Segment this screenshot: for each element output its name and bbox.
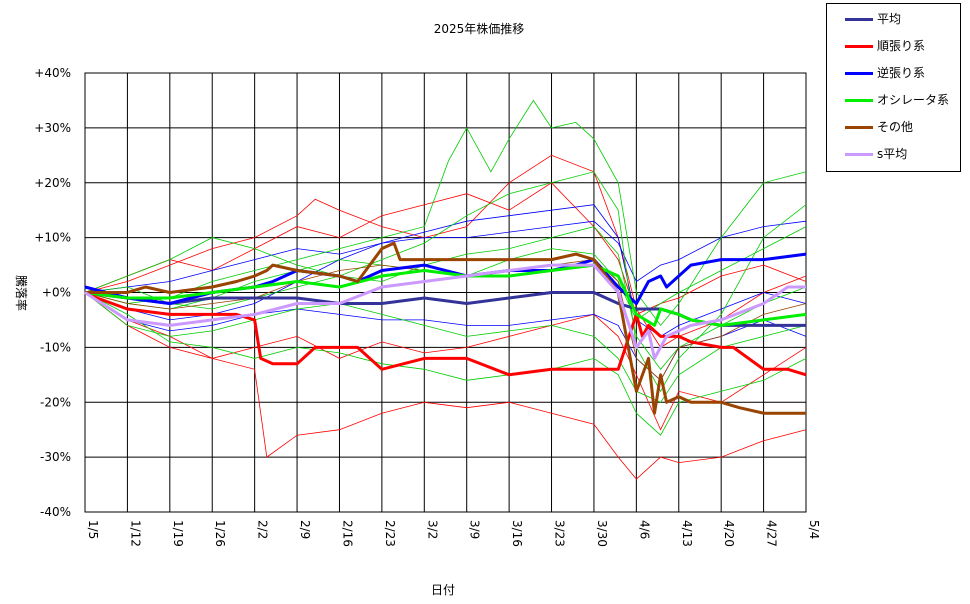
x-axis-ticks: 1/5 1/12 1/19 1/26 2/2 2/9 2/16 2/23 3/2 3/9 3/16 3… bbox=[86, 520, 821, 547]
strategy-line bbox=[84, 220, 807, 293]
strategy-line bbox=[84, 154, 807, 348]
x-tick-label: 4/6 bbox=[637, 520, 651, 539]
x-tick-label: 3/16 bbox=[510, 520, 524, 547]
legend-label: その他 bbox=[877, 120, 914, 134]
y-axis-label: 騰落率 bbox=[14, 275, 29, 311]
x-tick-label: 3/9 bbox=[468, 520, 482, 539]
x-tick-label: 5/4 bbox=[807, 520, 821, 539]
strategy-line bbox=[84, 99, 807, 327]
y-tick-label: -40% bbox=[40, 505, 71, 519]
x-tick-label: 2/9 bbox=[298, 520, 312, 539]
y-tick-label: +20% bbox=[34, 176, 71, 190]
series-line bbox=[84, 263, 806, 360]
legend-swatch bbox=[845, 72, 873, 75]
y-tick-label: +0% bbox=[42, 286, 71, 300]
y-tick-label: -30% bbox=[40, 450, 71, 464]
y-tick-label: +40% bbox=[34, 66, 71, 80]
x-tick-label: 4/20 bbox=[722, 520, 736, 547]
series-line bbox=[84, 291, 807, 377]
legend-label: オシレータ系 bbox=[877, 93, 950, 107]
chart-title: 2025年株価推移 bbox=[434, 21, 525, 36]
x-tick-label: 1/5 bbox=[86, 520, 100, 539]
strategy-line bbox=[84, 292, 807, 403]
strategy-line bbox=[84, 204, 807, 337]
strategy-line bbox=[84, 171, 807, 393]
strategy-line bbox=[84, 226, 807, 321]
x-tick-label: 1/26 bbox=[213, 520, 227, 547]
legend-swatch bbox=[845, 45, 873, 48]
x-tick-label: 1/12 bbox=[128, 520, 142, 547]
x-axis-label: 日付 bbox=[431, 583, 455, 597]
strategy-line bbox=[84, 292, 807, 436]
x-tick-label: 2/16 bbox=[340, 520, 354, 547]
strategy-line bbox=[84, 292, 807, 480]
x-tick-label: 4/13 bbox=[680, 520, 694, 547]
series-line bbox=[85, 241, 806, 415]
y-axis-ticks: +40% +30% +20% +10% +0% -10% -20% -30% -40% bbox=[34, 66, 71, 519]
y-tick-label: +10% bbox=[34, 231, 71, 245]
legend-swatch bbox=[845, 99, 873, 102]
x-tick-label: 2/2 bbox=[256, 520, 270, 539]
strategy-line bbox=[84, 182, 807, 315]
series-line bbox=[84, 263, 807, 327]
chart-legend: 平均 順張り系 逆張り系 オシレータ系 その他 s平均 bbox=[826, 3, 961, 172]
x-tick-label: 4/27 bbox=[765, 520, 779, 547]
legend-swatch bbox=[845, 126, 873, 129]
strategy-line bbox=[84, 226, 807, 370]
legend-swatch bbox=[845, 153, 873, 156]
legend-swatch bbox=[845, 18, 873, 21]
y-tick-label: +30% bbox=[34, 121, 71, 135]
legend-label: 逆張り系 bbox=[877, 66, 926, 80]
x-tick-label: 2/23 bbox=[383, 520, 397, 547]
x-tick-label: 1/19 bbox=[171, 520, 185, 547]
legend-label: 順張り系 bbox=[877, 39, 926, 53]
x-tick-label: 3/23 bbox=[553, 520, 567, 547]
y-tick-label: -20% bbox=[40, 395, 71, 409]
x-tick-label: 3/2 bbox=[425, 520, 439, 539]
legend-label: s平均 bbox=[877, 147, 908, 161]
legend-label: 平均 bbox=[877, 12, 902, 26]
plot-area bbox=[84, 72, 807, 513]
x-tick-label: 3/30 bbox=[595, 520, 609, 547]
y-tick-label: -10% bbox=[40, 340, 71, 354]
